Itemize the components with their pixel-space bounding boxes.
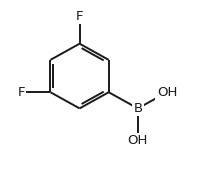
Text: B: B xyxy=(133,102,142,115)
Text: F: F xyxy=(18,86,25,99)
Text: F: F xyxy=(76,10,83,23)
Text: OH: OH xyxy=(157,86,177,99)
Text: OH: OH xyxy=(128,134,148,147)
